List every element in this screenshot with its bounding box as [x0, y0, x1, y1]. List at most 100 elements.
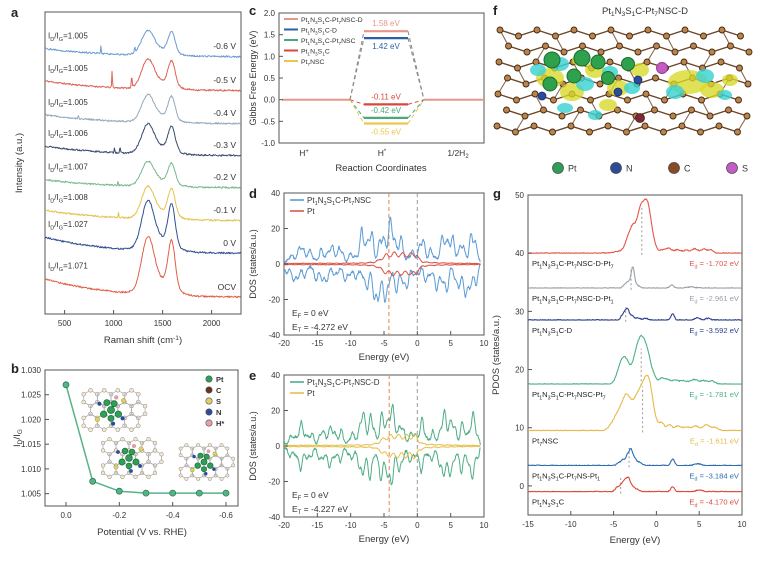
c-atom: [607, 26, 615, 34]
y-tick-label: 50: [515, 191, 524, 200]
raman-curve: [45, 93, 241, 125]
pt-atom: [601, 71, 615, 85]
idig-ratio-label: ID/IG=1.005: [48, 32, 88, 43]
c-atom: [690, 42, 697, 50]
h-atom: [131, 443, 136, 448]
pt-atom: [542, 76, 558, 92]
data-point: [169, 489, 177, 497]
dband-center-label: Ed = -1.781 eV: [689, 390, 740, 401]
panel-b: b 1.030 1.025 1.020 1.015 1.010 1.005 0.0 -0.2 -…: [8, 358, 246, 561]
x-tick-label: -15: [312, 521, 324, 530]
x-tick-label: -0.4: [166, 511, 180, 520]
data-point: [195, 489, 203, 497]
c-atom: [715, 122, 723, 130]
panel-d: d Pt1N3S1C-Pt7NSC Pt EF = 0 eV ET = -4.272 …: [246, 183, 490, 365]
x-axis-label: Energy (eV): [359, 534, 410, 545]
n-atom: [537, 91, 547, 101]
curve-name-label: Pt7NSC: [532, 437, 559, 448]
y-tick-label: -40: [268, 513, 280, 522]
c-atom: [727, 42, 734, 50]
c-atom: [560, 48, 568, 56]
dos-pt-spinup: [284, 433, 481, 447]
y-tick-label: -20: [268, 296, 280, 305]
n-atom: [204, 471, 208, 476]
c-atom: [700, 32, 707, 40]
n-atom: [613, 87, 623, 97]
idig-ratio-label: ID/IG=1.005: [48, 98, 88, 109]
cyan-isosurface: [530, 64, 546, 76]
y-tick-label: 40: [271, 189, 280, 198]
idig-ratio-label: ID/IG=1.005: [48, 64, 88, 75]
x-tick-label: 5: [448, 521, 453, 530]
c-atom: [736, 64, 743, 72]
connector: [407, 31, 425, 100]
c-atom: [688, 106, 695, 114]
pdos-curve: [528, 447, 742, 467]
panel-e: e Pt1N3S1C-Pt7NSC-D Pt EF = 0 eV ET = -4.22…: [246, 365, 490, 561]
y-tick-label: 20: [271, 225, 280, 234]
panel-f: f Pt1N3S1C-Pt7NSC-D Pt N C S: [490, 0, 759, 183]
c-atom: [661, 96, 668, 104]
c-atom: [494, 90, 502, 98]
y-axis-label: Gibbs Free Energy (eV): [248, 30, 258, 125]
c-atom: [493, 122, 501, 130]
connector: [349, 31, 365, 100]
legend-swatch: [205, 386, 213, 394]
n-atom: [111, 421, 116, 426]
axis-box: [527, 194, 743, 516]
c-atom: [725, 106, 732, 114]
legend-label: N: [216, 408, 221, 417]
panel-a-chart: ID/IG=1.005 -0.6 V ID/IG=1.005 -0.5 V ID/IG=…: [14, 11, 242, 346]
x-category-label: 1/2H2: [447, 148, 468, 160]
dos-pt-spinup: [284, 251, 481, 265]
legend-label: Pt: [568, 164, 577, 174]
panel-c-chart: 1.58 eV 1.42 eV -0.11 eV -0.42 eV -0.55 eV Pt…: [248, 9, 485, 174]
legend-label: C: [684, 164, 691, 174]
connector: [349, 37, 365, 100]
cyan-isosurface: [588, 110, 602, 120]
x-tick-label: 2000: [203, 319, 221, 328]
legend-label: Pt: [216, 375, 224, 384]
c-atom: [558, 112, 566, 120]
c-atom: [549, 128, 556, 136]
legend-label: Pt: [307, 207, 315, 216]
idig-ratio-label: ID/IG=1.008: [48, 193, 88, 204]
data-point: [89, 477, 97, 485]
cyan-isosurface: [624, 82, 640, 94]
c-atom: [515, 32, 522, 40]
dos-main-spindown: [284, 263, 481, 303]
y-tick-label: 10: [515, 424, 524, 433]
pdos-curve: [528, 476, 742, 493]
legend-swatch: [668, 162, 680, 174]
doped-c-atom: [635, 113, 645, 123]
n-atom: [633, 75, 643, 85]
c-atom: [514, 64, 521, 72]
c-atom: [660, 128, 667, 136]
energy-value-label: -0.42 eV: [371, 106, 402, 115]
x-tick-label: 10: [738, 520, 747, 529]
x-category-label: H*: [378, 148, 387, 158]
c-atom: [523, 48, 531, 56]
y-tick-label: 1.5: [264, 31, 276, 40]
c-atom: [586, 128, 593, 136]
dos-main-spinup: [284, 403, 481, 445]
potential-label: OCV: [218, 282, 237, 292]
h-atom: [206, 449, 211, 454]
curve-name-label: Pt1N3S1C: [532, 498, 565, 509]
panel-f-label: f: [493, 3, 498, 18]
connector: [349, 99, 365, 124]
n-atom: [212, 467, 216, 471]
legend-swatch: [205, 419, 213, 427]
potential-label: -0.1 V: [213, 205, 236, 215]
data-point: [62, 381, 70, 389]
legend-swatch: [610, 162, 622, 174]
pt-atom: [128, 448, 136, 456]
axis-box: [44, 369, 239, 507]
c-atom: [634, 48, 642, 56]
energy-value-label: -0.55 eV: [371, 128, 402, 137]
yellow-isosurface: [599, 99, 617, 111]
c-atom: [604, 122, 612, 130]
y-tick-label: -1.0: [261, 139, 275, 148]
y-tick-label: -0.5: [261, 117, 275, 126]
